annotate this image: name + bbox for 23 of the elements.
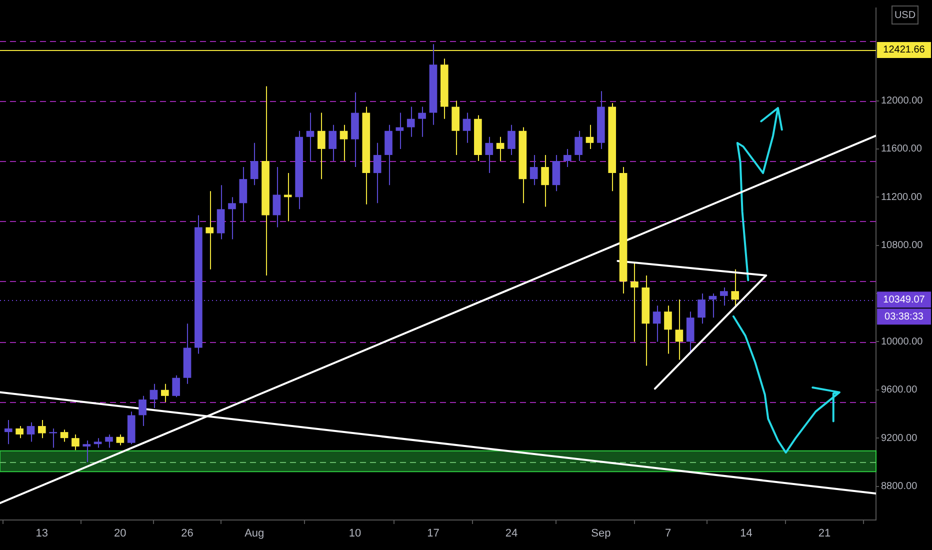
y-tick-label: 11200.00 [881,192,922,203]
x-tick-label: 17 [427,528,440,540]
y-tick-label: 9600.00 [881,384,918,396]
y-tick-label: 9200.00 [881,432,918,444]
ref-line-label: 10349.07 [883,294,926,306]
x-tick-label: 14 [740,528,752,540]
x-tick-label: 7 [664,528,672,540]
x-tick-label: 10 [348,528,362,540]
x-tick-label: Sep [591,528,611,540]
x-tick-label: 20 [114,528,126,540]
x-tick-label: 26 [181,528,194,540]
y-tick-label: 10000.00 [881,336,924,348]
y-tick-label: 11600.00 [881,144,922,155]
x-tick-label: 21 [818,528,831,540]
y-tick-label: 8800.00 [881,481,918,492]
x-tick-label: 13 [36,528,48,540]
x-tick-label: 24 [505,528,518,540]
x-tick-label: Aug [244,528,264,540]
text: USD [894,10,916,21]
text: 03:38:33 [884,311,924,322]
ref-line-label: 12421.66 [883,44,926,56]
y-tick-label: 12000.00 [881,96,924,107]
y-tick-label: 10800.00 [881,240,924,252]
